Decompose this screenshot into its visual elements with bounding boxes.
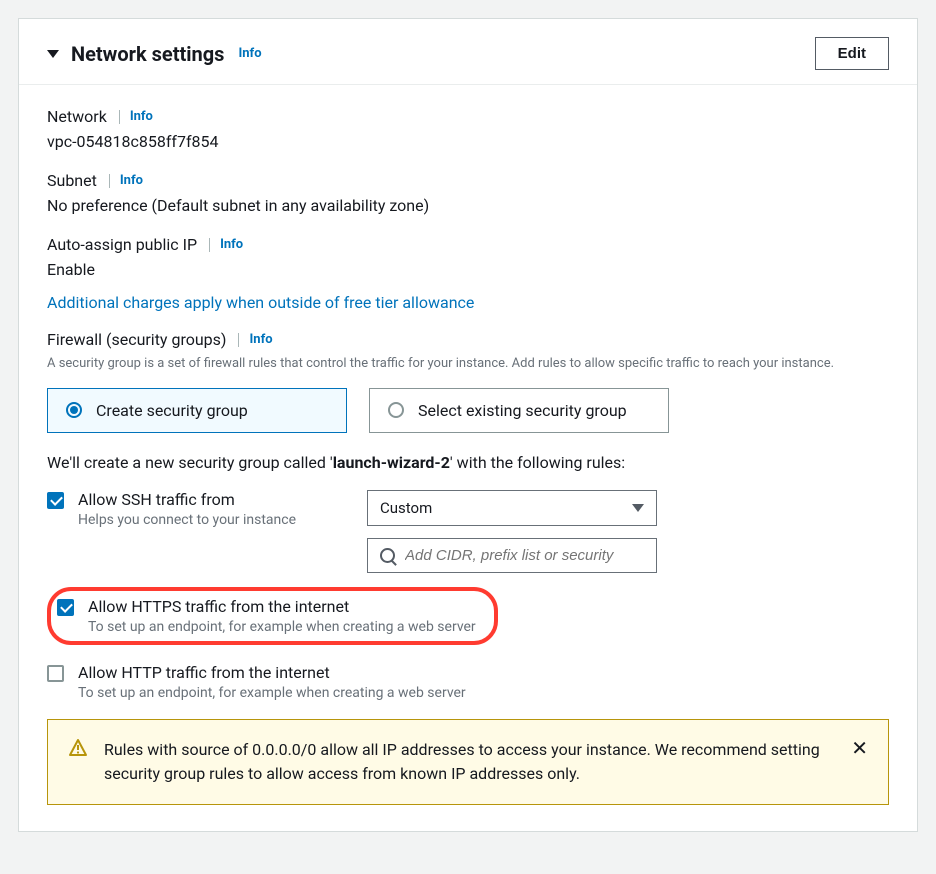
collapse-caret-icon[interactable]	[47, 50, 59, 58]
panel-title: Network settings	[71, 42, 224, 66]
radio-selected-icon	[66, 402, 82, 418]
charges-line: Additional charges apply when outside of…	[47, 293, 889, 312]
radio-unselected-icon	[388, 402, 404, 418]
subnet-label: Subnet	[47, 171, 97, 190]
charges-link-a[interactable]: Additional charges apply	[47, 293, 222, 312]
autoip-value: Enable	[47, 260, 889, 279]
divider-icon	[209, 238, 210, 252]
cidr-input[interactable]	[405, 547, 644, 564]
security-group-radio-group: Create security group Select existing se…	[47, 388, 889, 433]
panel-body: Network Info vpc-054818c858ff7f854 Subne…	[19, 85, 917, 831]
security-warning-alert: Rules with source of 0.0.0.0/0 allow all…	[47, 719, 889, 805]
charges-text-b: when outside of	[222, 293, 344, 312]
divider-icon	[238, 333, 239, 347]
http-title: Allow HTTP traffic from the internet	[78, 663, 889, 682]
select-sg-label: Select existing security group	[418, 401, 627, 420]
https-highlight-annotation: Allow HTTPS traffic from the internet To…	[47, 587, 498, 645]
autoip-label: Auto-assign public IP	[47, 235, 197, 254]
network-section: Network Info vpc-054818c858ff7f854	[47, 107, 889, 151]
sg-post: ' with the following rules:	[450, 453, 625, 472]
firewall-label: Firewall (security groups)	[47, 330, 226, 349]
search-icon	[380, 548, 395, 563]
sg-pre: We'll create a new security group called…	[47, 453, 333, 472]
create-sg-label: Create security group	[96, 401, 248, 420]
firewall-info-link[interactable]: Info	[249, 332, 272, 347]
autoip-info-link[interactable]: Info	[220, 237, 243, 252]
autoip-section: Auto-assign public IP Info Enable	[47, 235, 889, 279]
subnet-info-link[interactable]: Info	[120, 173, 143, 188]
http-description: To set up an endpoint, for example when …	[78, 685, 889, 701]
subnet-value: No preference (Default subnet in any ava…	[47, 196, 889, 215]
ssh-title: Allow SSH traffic from	[78, 490, 327, 509]
network-settings-panel: Network settings Info Edit Network Info …	[18, 18, 918, 832]
security-group-description: We'll create a new security group called…	[47, 453, 889, 472]
divider-icon	[109, 174, 110, 188]
allow-https-checkbox[interactable]	[57, 599, 74, 616]
firewall-section: Firewall (security groups) Info A securi…	[47, 330, 889, 374]
allow-ssh-checkbox[interactable]	[47, 492, 64, 509]
ssh-description: Helps you connect to your instance	[78, 512, 327, 528]
warning-icon	[68, 738, 88, 758]
subnet-section: Subnet Info No preference (Default subne…	[47, 171, 889, 215]
firewall-description: A security group is a set of firewall ru…	[47, 355, 889, 374]
chevron-down-icon	[632, 504, 644, 512]
create-security-group-radio[interactable]: Create security group	[47, 388, 347, 433]
ssh-dropdown-value: Custom	[380, 499, 432, 517]
alert-text: Rules with source of 0.0.0.0/0 allow all…	[104, 738, 835, 786]
sg-name: launch-wizard-2	[333, 453, 450, 472]
http-traffic-row: Allow HTTP traffic from the internet To …	[47, 663, 889, 701]
https-title: Allow HTTPS traffic from the internet	[88, 597, 476, 616]
divider-icon	[119, 110, 120, 124]
select-existing-security-group-radio[interactable]: Select existing security group	[369, 388, 669, 433]
https-description: To set up an endpoint, for example when …	[88, 619, 476, 635]
cidr-search-box[interactable]	[367, 538, 657, 573]
charges-link-c[interactable]: free tier allowance	[344, 293, 475, 312]
network-label: Network	[47, 107, 107, 126]
close-alert-button[interactable]: ✕	[851, 738, 868, 758]
panel-header: Network settings Info Edit	[19, 19, 917, 85]
network-info-link[interactable]: Info	[130, 109, 153, 124]
header-info-link[interactable]: Info	[238, 46, 261, 61]
ssh-traffic-row: Allow SSH traffic from Helps you connect…	[47, 490, 889, 573]
network-value: vpc-054818c858ff7f854	[47, 132, 889, 151]
allow-http-checkbox[interactable]	[47, 665, 64, 682]
ssh-source-dropdown[interactable]: Custom	[367, 490, 657, 526]
edit-button[interactable]: Edit	[815, 37, 889, 70]
